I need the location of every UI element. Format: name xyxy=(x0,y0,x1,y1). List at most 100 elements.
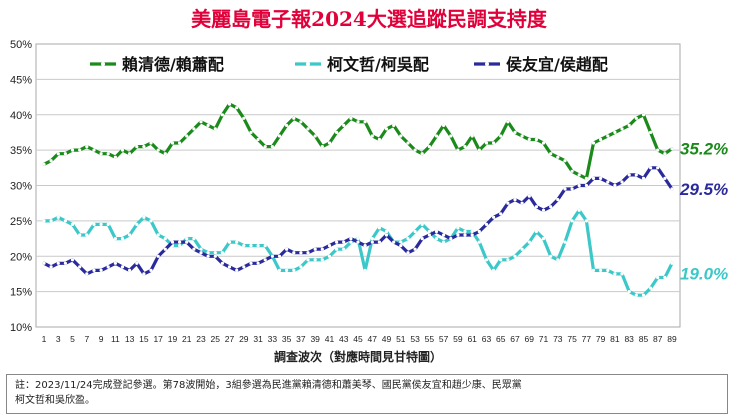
data-point xyxy=(213,127,217,131)
data-point xyxy=(199,120,203,124)
data-point xyxy=(335,240,339,244)
x-tick-label: 25 xyxy=(211,334,221,344)
data-point xyxy=(470,134,474,138)
data-point xyxy=(149,219,153,223)
y-tick-label: 30% xyxy=(10,181,32,193)
data-point xyxy=(634,116,638,120)
data-point xyxy=(534,205,539,209)
data-point xyxy=(577,183,581,188)
data-point xyxy=(363,268,367,272)
data-point xyxy=(370,237,374,241)
data-point xyxy=(591,176,596,180)
data-point xyxy=(470,233,474,237)
data-point xyxy=(313,258,317,262)
data-point xyxy=(320,258,324,262)
series-end-label: 35.2% xyxy=(680,140,728,159)
data-point xyxy=(377,240,381,244)
data-point xyxy=(442,123,446,127)
data-point xyxy=(449,134,453,138)
data-point xyxy=(649,130,653,134)
y-tick-label: 35% xyxy=(10,145,32,157)
x-tick-label: 73 xyxy=(553,334,563,344)
data-point xyxy=(406,237,410,241)
data-point xyxy=(263,258,267,262)
data-point xyxy=(420,237,424,241)
data-point xyxy=(192,127,196,131)
data-point xyxy=(541,141,546,145)
data-point xyxy=(541,208,546,212)
data-point xyxy=(399,240,403,244)
data-point xyxy=(520,201,524,205)
data-point xyxy=(506,201,510,205)
data-point xyxy=(42,219,46,223)
data-point xyxy=(120,265,125,269)
data-point xyxy=(406,141,410,145)
data-point xyxy=(185,240,189,244)
data-point xyxy=(320,145,324,149)
legend-item-3: 侯友宜/侯趙配 xyxy=(474,55,608,74)
data-point xyxy=(541,237,546,241)
data-point xyxy=(206,251,210,255)
x-tick-label: 79 xyxy=(596,334,606,344)
data-point xyxy=(513,198,517,202)
y-axis-ticks: 10% 15% 20% 25% 30% 35% 40% 45% 50% xyxy=(10,39,32,334)
data-point xyxy=(142,215,146,219)
data-point xyxy=(78,148,82,152)
data-point xyxy=(563,240,567,244)
data-point xyxy=(527,137,531,142)
data-point xyxy=(427,233,431,237)
data-point xyxy=(356,240,360,244)
footnote-line-1: 註：2023/11/24完成登記參選。第78波開始，3組參選為民進黨賴清德和蕭美… xyxy=(15,380,522,391)
data-point xyxy=(420,222,424,226)
data-point xyxy=(292,251,296,255)
data-point xyxy=(620,272,624,276)
data-point xyxy=(463,229,467,234)
data-point xyxy=(634,293,638,297)
data-point xyxy=(399,244,403,248)
data-point xyxy=(584,176,589,180)
data-point xyxy=(135,145,139,149)
data-point xyxy=(335,247,339,251)
data-point xyxy=(178,240,182,244)
data-point xyxy=(349,237,353,241)
data-point xyxy=(192,247,196,251)
data-point xyxy=(413,148,417,152)
data-point xyxy=(527,194,531,198)
data-point xyxy=(670,261,674,265)
data-point xyxy=(199,247,203,251)
data-point xyxy=(413,229,417,234)
x-tick-label: 31 xyxy=(253,334,263,344)
x-tick-label: 39 xyxy=(310,334,320,344)
data-point xyxy=(384,233,389,237)
data-point xyxy=(492,215,496,219)
data-point xyxy=(63,261,67,265)
data-point xyxy=(156,148,160,152)
data-point xyxy=(520,247,524,251)
x-tick-label: 5 xyxy=(70,334,75,344)
data-point xyxy=(599,176,603,180)
series-end-labels: 35.2% 19.0% 29.5% xyxy=(679,140,728,284)
data-point xyxy=(63,152,67,156)
data-point xyxy=(163,247,167,251)
data-point xyxy=(92,268,96,272)
x-tick-label: 27 xyxy=(225,334,235,344)
data-point xyxy=(270,145,274,149)
x-tick-label: 71 xyxy=(539,334,549,344)
data-point xyxy=(106,222,110,226)
data-point xyxy=(242,116,246,120)
data-point xyxy=(220,261,224,265)
data-point xyxy=(613,130,617,134)
data-point xyxy=(292,268,296,272)
data-point xyxy=(249,244,253,248)
data-point xyxy=(185,134,189,138)
footnote-line-2: 柯文哲和吳欣盈。 xyxy=(15,395,95,406)
data-point xyxy=(627,123,631,127)
data-point xyxy=(113,155,117,159)
data-point xyxy=(178,141,182,145)
data-point xyxy=(520,134,524,138)
data-point xyxy=(220,113,224,117)
x-tick-label: 41 xyxy=(325,334,335,344)
data-point xyxy=(56,152,60,156)
data-point xyxy=(420,152,424,156)
